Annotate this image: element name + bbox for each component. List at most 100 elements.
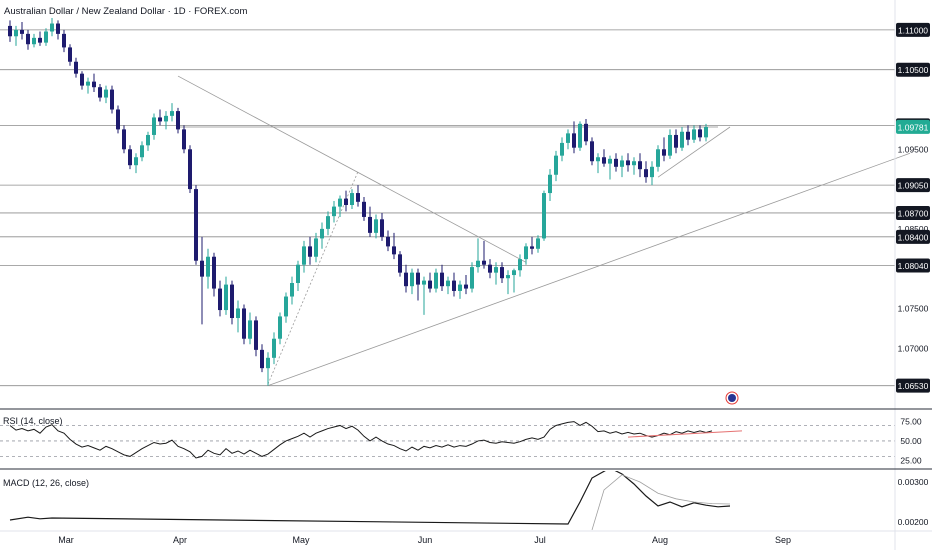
candle-body (566, 133, 570, 143)
candles[interactable] (8, 17, 708, 386)
candle-body (260, 349, 264, 369)
rsi-panel: 75.00 50.00 25.00 (0, 417, 922, 465)
rsi-tick-label: 25.00 (900, 455, 922, 465)
candle-body (482, 260, 486, 265)
candle-body (266, 357, 270, 369)
candle-body (20, 29, 24, 34)
symbol-title: Australian Dollar / New Zealand Dollar ·… (4, 6, 247, 17)
candle-body (458, 284, 462, 291)
level-badge (896, 258, 930, 273)
candle-body (62, 33, 66, 48)
candle-body (626, 160, 630, 166)
candle-body (236, 308, 240, 319)
candle-body (254, 320, 258, 350)
candle-body (320, 228, 324, 239)
candle-body (404, 272, 408, 287)
candle-body (506, 275, 510, 279)
macd-panel: 0.00300 0.00200 (9, 471, 929, 530)
price-tick-label: 1.09500 (898, 144, 929, 154)
candle-body (296, 264, 300, 283)
candle-body (284, 296, 288, 317)
candle-body (122, 129, 126, 150)
candle-body (614, 158, 618, 167)
candle-body (194, 189, 198, 261)
candle-body (278, 316, 282, 339)
level-badge (896, 178, 930, 193)
candle-body (44, 31, 48, 43)
candle-body (434, 272, 438, 289)
candle-body (518, 259, 522, 271)
candle-body (272, 338, 276, 358)
trendlines (177, 75, 911, 387)
candle-body (74, 61, 78, 74)
candle-body (416, 272, 420, 285)
candle-body (470, 267, 474, 289)
candle-body (572, 133, 576, 148)
candle-body (662, 149, 666, 156)
candle-body (368, 216, 372, 233)
candle-body (338, 198, 342, 207)
candle-body (314, 238, 318, 257)
candle-body (230, 284, 234, 319)
month-tick-label: Jul (534, 535, 546, 545)
candle-body (530, 246, 534, 249)
candle-body (476, 260, 480, 268)
candle-body (14, 29, 18, 37)
candle-body (374, 219, 378, 233)
candle-body (578, 123, 582, 148)
candle-body (542, 193, 546, 239)
rsi-trendline (627, 430, 743, 438)
candle-body (146, 134, 150, 146)
level-label: 1.06530 (898, 381, 929, 391)
candle-body (86, 81, 90, 86)
rsi-title: RSI (14, close) (3, 416, 63, 426)
candle-body (200, 260, 204, 277)
candle-body (182, 129, 186, 150)
candle-body (596, 157, 600, 162)
macd-title: MACD (12, 26, close) (3, 478, 89, 488)
candle-body (308, 246, 312, 257)
candle-body (32, 37, 36, 45)
candle-body (656, 149, 660, 167)
candle-body (620, 160, 624, 167)
candle-body (410, 272, 414, 287)
candle-body (212, 256, 216, 289)
candle-body (398, 254, 402, 273)
candle-body (392, 246, 396, 255)
candle-body (494, 267, 498, 273)
price-tick-label: 1.08500 (898, 224, 929, 234)
candle-body (242, 308, 246, 339)
candle-body (140, 145, 144, 158)
candle-body (8, 25, 12, 37)
level-label: 1.10500 (898, 65, 929, 75)
level-label: 1.08040 (898, 261, 929, 271)
candle-body (692, 129, 696, 140)
candle-body (110, 89, 114, 110)
candle-body (356, 193, 360, 202)
candle-body (698, 129, 702, 138)
candle-body (38, 37, 42, 43)
candle-body (80, 73, 84, 86)
candle-body (386, 236, 390, 247)
level-label: 1.11000 (898, 25, 928, 35)
month-tick-label: Jun (418, 535, 433, 545)
month-tick-label: Mar (58, 535, 74, 545)
event-flag-icon[interactable] (725, 391, 739, 405)
month-tick-label: Apr (173, 535, 187, 545)
rsi-tick-label: 50.00 (900, 436, 922, 446)
candle-body (524, 246, 528, 260)
candle-body (206, 256, 210, 277)
candle-body (632, 161, 636, 166)
candle-body (428, 280, 432, 289)
candle-body (536, 238, 540, 249)
candle-body (602, 157, 606, 164)
candle-body (326, 216, 330, 229)
candle-body (176, 111, 180, 130)
candle-body (668, 134, 672, 156)
candle-body (554, 155, 558, 175)
candle-body (446, 280, 450, 287)
